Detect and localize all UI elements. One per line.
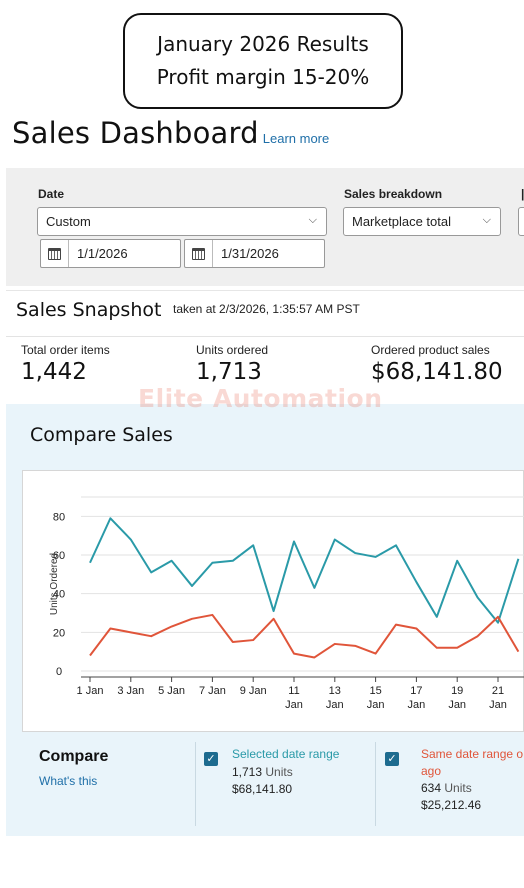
legend-units-same-range: 634 Units <box>421 781 472 795</box>
calendar-icon[interactable] <box>41 240 69 267</box>
start-date-field[interactable]: 1/1/2026 <box>40 239 181 268</box>
y-tick-label: 0 <box>56 666 62 678</box>
learn-more-link[interactable]: Learn more <box>262 131 330 146</box>
units-value: 634 <box>421 781 442 795</box>
compare-sales-chart: 0 20 40 60 80 Units Ordered 1 Jan 3 Jan 5 Jan 7 J… <box>22 470 524 732</box>
calendar-icon[interactable] <box>185 240 213 267</box>
legend-name-selected-range: Selected date range <box>232 747 340 761</box>
end-date-value: 1/31/2026 <box>221 246 279 261</box>
metric-value-units-ordered: 1,713 <box>196 359 262 385</box>
units-label: Units <box>444 781 472 795</box>
x-tick-label: Jan <box>448 699 466 711</box>
note-line-1: January 2026 Results <box>157 32 369 56</box>
filters-panel: Date Custom ⌵ Sales breakdown Marketplac… <box>6 168 524 286</box>
x-tick-label: 1 Jan <box>77 685 104 697</box>
x-tick-label: 15 <box>369 685 381 697</box>
legend-units-selected-range: 1,713 Units <box>232 765 293 779</box>
legend-name-same-range: Same date range o <box>421 747 524 761</box>
snapshot-timestamp: taken at 2/3/2026, 1:35:57 AM PST <box>173 302 360 316</box>
units-label: Units <box>265 765 293 779</box>
compare-footer-title: Compare <box>39 748 109 765</box>
chevron-down-icon: ⌵ <box>308 214 317 226</box>
end-date-field[interactable]: 1/31/2026 <box>184 239 325 268</box>
y-tick-label: 20 <box>53 627 65 639</box>
page-header: Sales Dashboard Learn more <box>12 116 329 150</box>
metric-label-ordered-product-sales: Ordered product sales <box>371 343 490 357</box>
legend-separator <box>195 742 196 826</box>
sales-breakdown-label: Sales breakdown <box>344 187 443 201</box>
x-tick-label: Jan <box>489 699 507 711</box>
whats-this-link[interactable]: What's this <box>39 774 98 788</box>
series-line-selected-range <box>89 517 520 624</box>
sales-snapshot-title: Sales Snapshot <box>16 299 162 321</box>
sales-breakdown-select[interactable]: Marketplace total ⌵ <box>343 207 501 236</box>
x-tick-label: 3 Jan <box>117 685 144 697</box>
extra-label-partial: | <box>521 187 524 201</box>
units-value: 1,713 <box>232 765 263 779</box>
x-tick-label: 13 <box>329 685 341 697</box>
x-tick-label: Jan <box>285 699 303 711</box>
compare-legend-bar: Compare What's this ✓ Selected date rang… <box>6 736 524 836</box>
x-tick-label: 21 <box>492 685 504 697</box>
note-line-2: Profit margin 15-20% <box>156 65 370 89</box>
units-ordered-line-chart: 0 20 40 60 80 Units Ordered 1 Jan 3 Jan 5 Jan 7 J… <box>49 496 524 711</box>
metric-label-units-ordered: Units ordered <box>196 343 269 357</box>
compare-sales-section: Compare Sales 0 20 40 60 80 Units Ordered 1 Ja… <box>6 404 524 836</box>
x-tick-label: 9 Jan <box>240 685 267 697</box>
legend-sales-selected-range: $68,141.80 <box>232 782 293 796</box>
x-tick-label: 17 <box>410 685 422 697</box>
y-tick-label: 80 <box>53 511 65 523</box>
sales-breakdown-value: Marketplace total <box>352 214 451 229</box>
x-tick-label: Jan <box>367 699 385 711</box>
y-tick-label: 40 <box>53 589 65 601</box>
x-tick-label: 5 Jan <box>158 685 185 697</box>
y-tick-label: 60 <box>53 550 65 562</box>
legend-separator <box>375 742 376 826</box>
legend-name-same-range-line2: ago <box>421 764 442 778</box>
x-tick-label: 11 <box>288 685 299 697</box>
date-range-value: Custom <box>46 214 91 229</box>
x-tick-label: Jan <box>408 699 426 711</box>
legend-sales-same-range: $25,212.46 <box>421 798 482 812</box>
metric-label-total-order-items: Total order items <box>21 343 110 357</box>
metric-value-ordered-product-sales: $68,141.80 <box>371 359 503 385</box>
start-date-value: 1/1/2026 <box>77 246 128 261</box>
selected-range-checkbox[interactable]: ✓ <box>204 752 218 766</box>
extra-select-partial[interactable] <box>518 207 524 236</box>
compare-sales-title: Compare Sales <box>30 424 173 446</box>
x-tick-label: 19 <box>451 685 463 697</box>
results-note: January 2026 Results Profit margin 15-20… <box>123 13 403 109</box>
sales-snapshot-card: Sales Snapshot taken at 2/3/2026, 1:35:5… <box>6 290 524 402</box>
same-range-last-year-checkbox[interactable]: ✓ <box>385 752 399 766</box>
series-line-same-range <box>89 613 520 659</box>
elite-automation-watermark: Elite Automation <box>138 384 383 413</box>
date-label: Date <box>38 187 65 201</box>
date-range-select[interactable]: Custom ⌵ <box>37 207 327 236</box>
x-tick-label: Jan <box>326 699 344 711</box>
page-title: Sales Dashboard <box>12 116 259 150</box>
divider <box>6 336 524 337</box>
chevron-down-icon: ⌵ <box>482 214 491 226</box>
x-tick-label: 7 Jan <box>199 685 226 697</box>
y-axis-label: Units Ordered <box>49 553 60 615</box>
metric-value-total-order-items: 1,442 <box>21 359 87 385</box>
